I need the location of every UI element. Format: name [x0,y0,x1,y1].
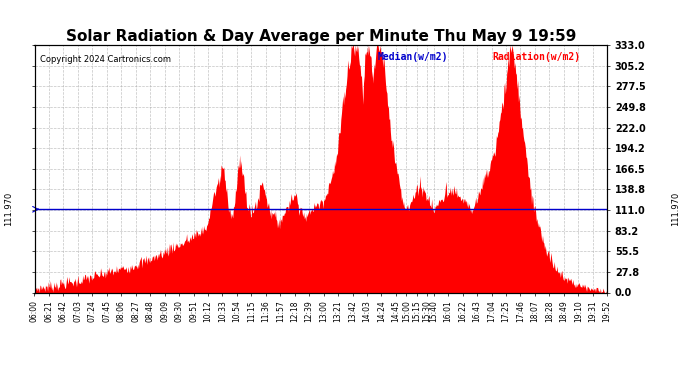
Title: Solar Radiation & Day Average per Minute Thu May 9 19:59: Solar Radiation & Day Average per Minute… [66,29,576,44]
Text: Radiation(w/m2): Radiation(w/m2) [493,53,581,63]
Text: Median(w/m2): Median(w/m2) [378,53,448,63]
Text: 111.970: 111.970 [4,192,13,226]
Text: Copyright 2024 Cartronics.com: Copyright 2024 Cartronics.com [40,55,171,64]
Text: 111.970: 111.970 [671,192,680,226]
